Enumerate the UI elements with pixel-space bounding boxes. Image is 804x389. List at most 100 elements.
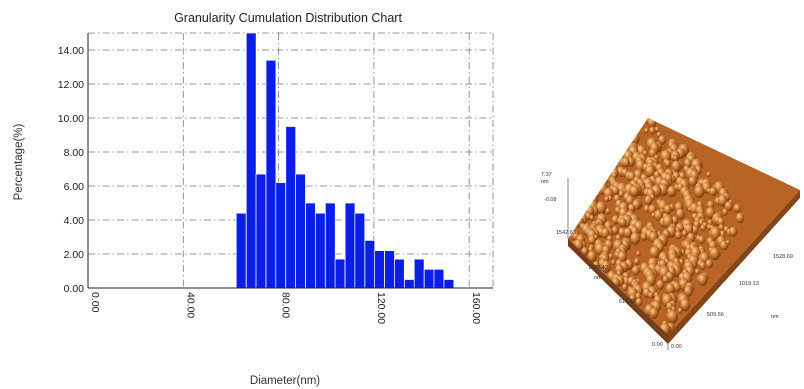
histogram-bar <box>295 173 306 289</box>
afm-bump <box>707 200 715 210</box>
afm-bump <box>604 196 610 203</box>
afm-origin-label: 0.00 <box>652 342 663 348</box>
x-tick-label: 0.00 <box>89 292 101 313</box>
afm-bump <box>635 298 643 307</box>
afm-bump <box>665 283 675 295</box>
afm-bump <box>694 185 705 198</box>
afm-bump <box>605 208 611 215</box>
afm-bump <box>658 135 667 145</box>
chart-title: Granularity Cumulation Distribution Char… <box>174 11 402 25</box>
afm-bump <box>648 204 657 215</box>
afm-bump <box>688 176 697 187</box>
afm-bump <box>664 159 671 168</box>
histogram-bar <box>314 212 326 289</box>
x-axis-label: Diameter(nm) <box>250 375 320 387</box>
afm-bump <box>654 126 660 133</box>
afm-bump <box>640 233 648 241</box>
afm-bump <box>649 307 659 319</box>
afm-surface-image: 7.37 nm -0.08 1542.63 1028.42 nm 514.21 … <box>541 118 801 350</box>
afm-bump <box>667 185 677 198</box>
afm-bump <box>656 279 665 290</box>
histogram-bar <box>394 258 405 289</box>
afm-y-unit-label: nm <box>594 275 602 281</box>
afm-bump <box>700 224 706 232</box>
histogram-bar <box>324 202 336 289</box>
afm-bump <box>623 227 633 238</box>
afm-bump <box>660 149 672 164</box>
afm-bump <box>643 204 651 213</box>
y-tick-labels: 0.00 2.00 4.00 6.00 8.00 10.00 12.00 14.00 <box>58 45 84 295</box>
afm-right-edge <box>668 190 800 344</box>
afm-bump <box>611 259 616 266</box>
afm-bump <box>645 165 656 178</box>
histogram-bar <box>275 182 287 289</box>
afm-bump <box>625 195 635 206</box>
histogram-bar <box>265 59 277 289</box>
afm-bump <box>673 155 678 162</box>
afm-z-max-label: 7.37 <box>541 172 552 178</box>
afm-x-tick-2: 509.56 <box>707 312 724 318</box>
histogram-bar <box>305 202 316 289</box>
histogram-chart: Granularity Cumulation Distribution Char… <box>13 11 494 387</box>
grid-lines <box>88 32 494 288</box>
x-tick-label: 120.00 <box>375 292 387 324</box>
histogram-bar <box>354 212 366 289</box>
afm-bump <box>698 235 705 244</box>
afm-bump <box>595 201 607 215</box>
afm-x-unit-label: nm <box>771 314 779 320</box>
afm-bump <box>722 208 728 216</box>
afm-front-edge <box>568 239 668 344</box>
afm-bump <box>611 226 619 235</box>
afm-bump <box>717 194 728 207</box>
bars <box>235 32 455 289</box>
histogram-bar <box>384 250 395 289</box>
afm-y-tick-1: 1542.63 <box>556 230 576 236</box>
y-tick-label: 12.00 <box>58 79 84 91</box>
afm-bump <box>629 132 640 145</box>
afm-bump <box>631 265 640 276</box>
afm-bump <box>662 275 669 284</box>
afm-bump <box>735 212 745 224</box>
afm-x-axis <box>667 195 801 341</box>
afm-bump <box>622 283 628 291</box>
afm-bump <box>649 126 656 135</box>
afm-x-tick-4: 1528.69 <box>773 254 793 260</box>
histogram-bar <box>404 279 415 289</box>
afm-y-axis <box>567 238 669 341</box>
afm-bump <box>630 232 641 245</box>
histogram-bar <box>285 126 297 289</box>
afm-bump <box>695 268 700 275</box>
afm-bump <box>618 217 627 228</box>
x-tick-label: 160.00 <box>470 292 482 324</box>
histogram-bar <box>245 32 257 289</box>
afm-bump <box>627 203 636 213</box>
afm-bump <box>636 250 641 257</box>
histogram-bar <box>374 250 385 289</box>
afm-bump <box>601 260 611 273</box>
afm-bump <box>633 257 640 265</box>
afm-bump <box>615 234 622 242</box>
afm-bump <box>621 157 630 168</box>
afm-bump <box>724 201 733 212</box>
afm-y-tick-3: 514.21 <box>619 299 636 305</box>
afm-bump <box>587 250 597 263</box>
y-tick-label: 8.00 <box>64 147 85 159</box>
afm-bump <box>601 227 610 239</box>
afm-bump <box>588 235 596 245</box>
y-tick-label: 14.00 <box>58 45 84 57</box>
y-tick-label: 2.00 <box>64 249 85 261</box>
afm-x-tick-3: 1019.13 <box>739 281 759 287</box>
x-tick-label: 40.00 <box>184 292 196 318</box>
afm-bump <box>709 187 717 197</box>
afm-bump <box>663 204 672 215</box>
afm-bump <box>691 225 699 235</box>
afm-bump <box>720 240 728 251</box>
afm-bump <box>683 285 693 297</box>
afm-bump <box>608 253 614 260</box>
y-tick-label: 4.00 <box>64 215 85 227</box>
afm-bump <box>644 127 649 134</box>
y-tick-label: 0.00 <box>64 283 85 295</box>
histogram-bar <box>364 240 376 289</box>
afm-z-unit-label: nm <box>541 179 549 185</box>
